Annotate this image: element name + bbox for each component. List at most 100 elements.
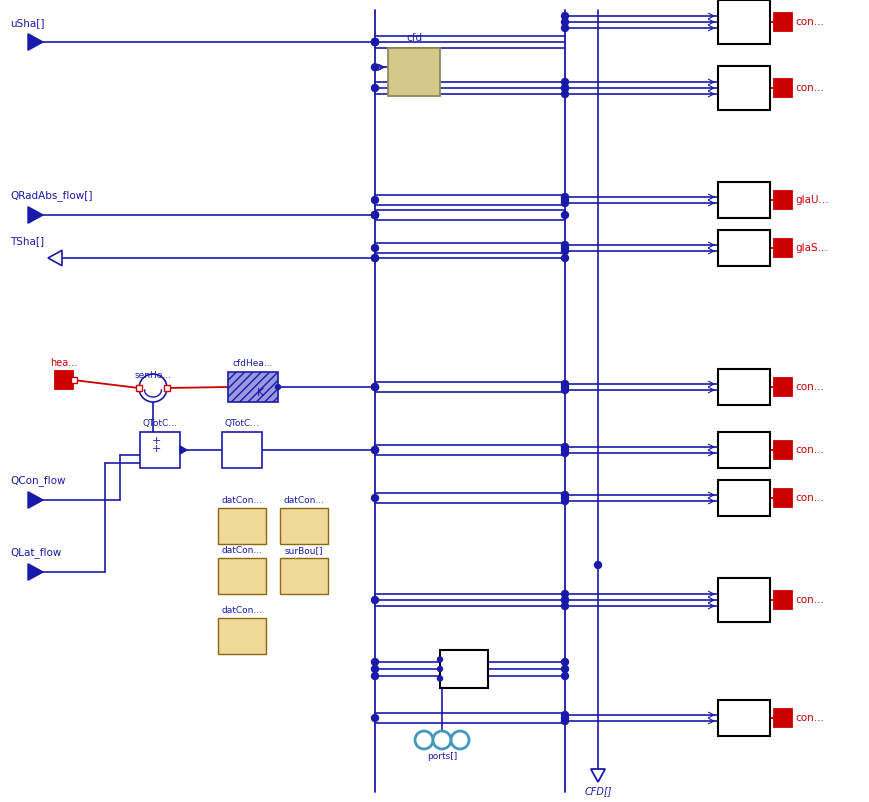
Circle shape	[594, 561, 600, 569]
Bar	[218, 558, 266, 594]
Text: QCon_flow: QCon_flow	[10, 475, 65, 486]
Text: QRadAbs_flow[]: QRadAbs_flow[]	[10, 190, 92, 201]
Text: glaU...: glaU...	[794, 195, 827, 205]
Circle shape	[561, 590, 567, 597]
Circle shape	[433, 731, 450, 749]
Circle shape	[561, 673, 567, 679]
Circle shape	[371, 666, 378, 673]
Text: hea...: hea...	[50, 358, 77, 368]
Text: con...: con...	[794, 595, 823, 605]
Bar	[164, 385, 169, 391]
Circle shape	[561, 79, 567, 86]
Circle shape	[371, 196, 378, 204]
Circle shape	[561, 602, 567, 610]
Polygon shape	[28, 207, 43, 223]
Text: surBou[]: surBou[]	[284, 546, 323, 555]
Circle shape	[561, 449, 567, 456]
Bar	[717, 578, 769, 622]
Circle shape	[561, 18, 567, 26]
Circle shape	[139, 374, 167, 402]
Circle shape	[371, 84, 378, 91]
Circle shape	[450, 731, 468, 749]
Bar	[773, 709, 791, 727]
Circle shape	[561, 495, 567, 501]
Circle shape	[561, 254, 567, 261]
Circle shape	[561, 380, 567, 387]
Circle shape	[371, 447, 378, 453]
Text: con...: con...	[794, 713, 823, 723]
Circle shape	[371, 245, 378, 252]
Bar	[71, 377, 77, 383]
Text: K: K	[256, 388, 264, 398]
Bar	[717, 230, 769, 266]
Text: con...: con...	[794, 382, 823, 392]
Circle shape	[561, 597, 567, 603]
Circle shape	[371, 38, 378, 46]
Text: con...: con...	[794, 17, 823, 27]
Bar	[55, 371, 73, 389]
Bar	[717, 182, 769, 218]
Bar	[773, 441, 791, 459]
Circle shape	[561, 497, 567, 504]
Bar	[440, 650, 488, 688]
Circle shape	[561, 91, 567, 98]
Bar	[773, 378, 791, 396]
Polygon shape	[28, 564, 43, 581]
Circle shape	[415, 731, 433, 749]
Bar	[717, 432, 769, 468]
Bar	[773, 191, 791, 209]
Text: CFD[]: CFD[]	[584, 786, 611, 796]
Text: TSha[]: TSha[]	[10, 236, 44, 246]
Bar	[773, 239, 791, 257]
Circle shape	[561, 718, 567, 724]
Bar	[136, 385, 142, 391]
Text: senHe...: senHe...	[135, 371, 171, 380]
Circle shape	[275, 384, 280, 390]
Polygon shape	[28, 492, 43, 508]
Circle shape	[561, 13, 567, 19]
Text: ports[]: ports[]	[427, 752, 456, 761]
Bar	[773, 489, 791, 507]
Text: con...: con...	[794, 83, 823, 93]
Circle shape	[371, 63, 378, 71]
Circle shape	[561, 245, 567, 252]
Bar	[218, 618, 266, 654]
Text: +: +	[152, 444, 161, 454]
Circle shape	[561, 241, 567, 249]
Polygon shape	[28, 34, 43, 51]
Circle shape	[371, 495, 378, 501]
Polygon shape	[180, 446, 187, 454]
Bar	[388, 48, 440, 96]
Circle shape	[561, 447, 567, 453]
Bar	[773, 591, 791, 609]
Circle shape	[561, 444, 567, 451]
Text: cfd: cfd	[406, 33, 421, 43]
Bar	[717, 700, 769, 736]
Circle shape	[371, 673, 378, 679]
Circle shape	[561, 212, 567, 218]
Circle shape	[561, 196, 567, 204]
Circle shape	[561, 715, 567, 722]
Circle shape	[561, 387, 567, 394]
Circle shape	[561, 25, 567, 31]
Text: con...: con...	[794, 493, 823, 503]
Circle shape	[371, 254, 378, 261]
Bar	[280, 558, 328, 594]
Bar	[717, 0, 769, 44]
Circle shape	[437, 657, 442, 662]
Circle shape	[561, 248, 567, 254]
Circle shape	[561, 658, 567, 666]
Circle shape	[561, 383, 567, 391]
Circle shape	[371, 212, 378, 218]
Text: glaS...: glaS...	[794, 243, 826, 253]
Text: datCon...: datCon...	[222, 546, 262, 555]
Text: datCon...: datCon...	[222, 606, 262, 615]
Circle shape	[371, 383, 378, 391]
Bar	[218, 508, 266, 544]
Circle shape	[561, 666, 567, 673]
Circle shape	[437, 676, 442, 681]
Bar	[280, 508, 328, 544]
Circle shape	[371, 38, 378, 46]
Polygon shape	[590, 769, 605, 782]
Bar	[717, 369, 769, 405]
